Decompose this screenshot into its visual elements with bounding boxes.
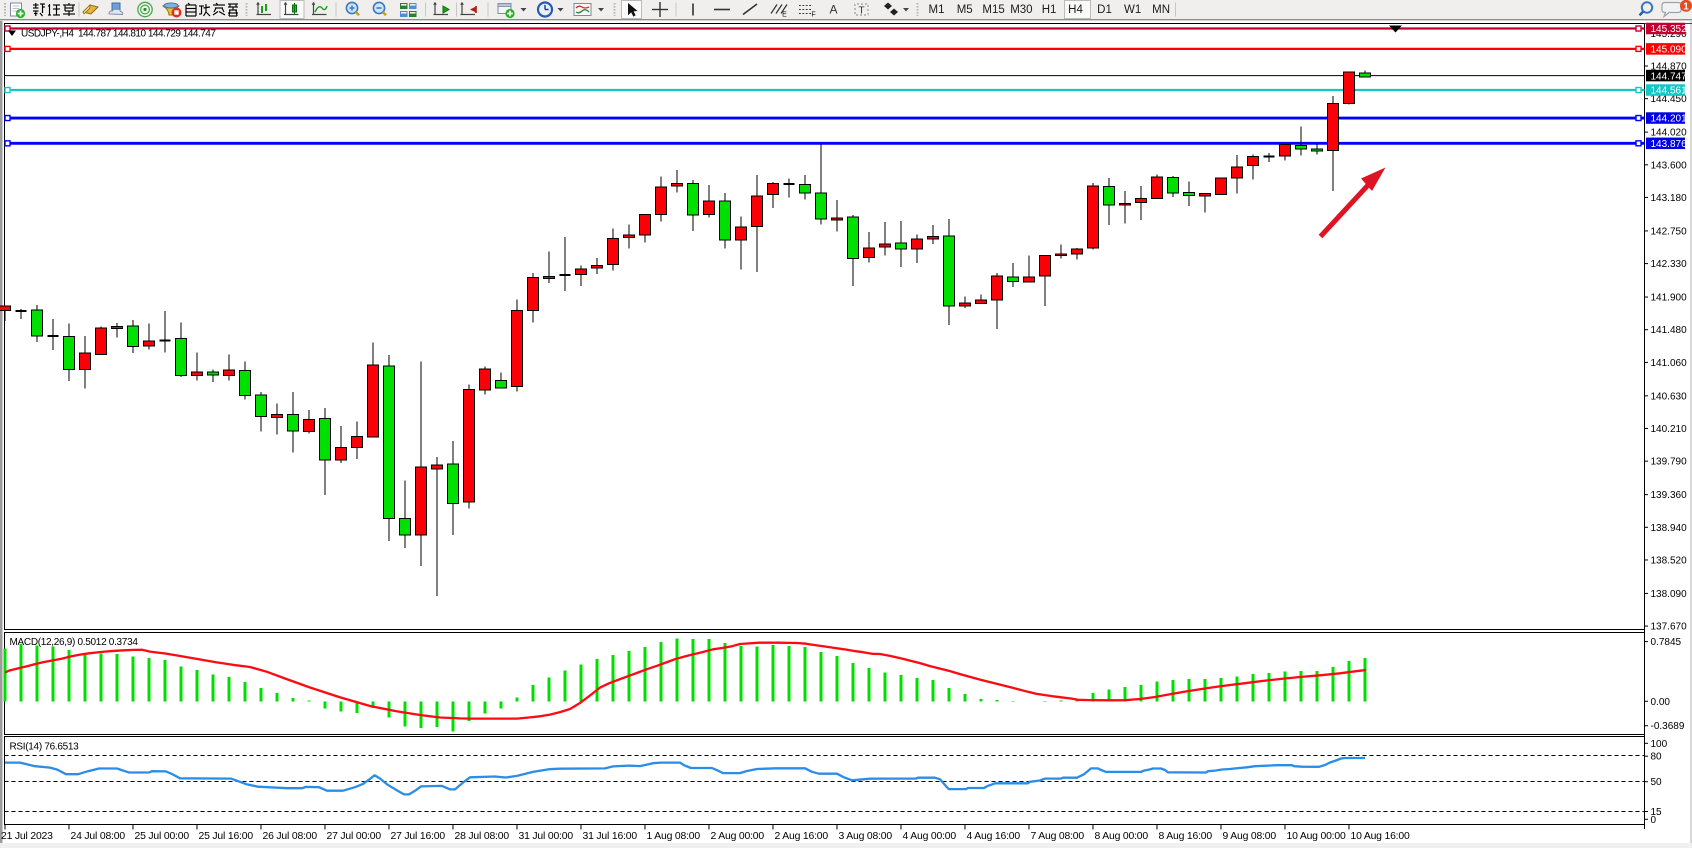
- svg-text:0: 0: [1651, 815, 1657, 826]
- svg-text:140.210: 140.210: [1651, 424, 1688, 435]
- svg-text:T: T: [858, 6, 864, 17]
- svg-text:143.600: 143.600: [1651, 160, 1688, 171]
- svg-text:141.900: 141.900: [1651, 293, 1688, 304]
- svg-text:145.352: 145.352: [1651, 24, 1688, 35]
- svg-text:M5: M5: [957, 4, 973, 16]
- svg-text:9 Aug 08:00: 9 Aug 08:00: [1223, 831, 1277, 842]
- svg-text:141.480: 141.480: [1651, 325, 1688, 336]
- svg-text:M15: M15: [982, 4, 1004, 16]
- svg-text:31 Jul 00:00: 31 Jul 00:00: [519, 831, 574, 842]
- svg-text:0.00: 0.00: [1651, 697, 1671, 708]
- svg-text:139.360: 139.360: [1651, 490, 1688, 501]
- svg-text:27 Jul 16:00: 27 Jul 16:00: [391, 831, 446, 842]
- svg-text:1: 1: [1683, 2, 1689, 13]
- svg-text:144.020: 144.020: [1651, 128, 1688, 139]
- svg-text:24 Jul 08:00: 24 Jul 08:00: [71, 831, 126, 842]
- svg-text:31 Jul 16:00: 31 Jul 16:00: [583, 831, 638, 842]
- svg-text:25 Jul 00:00: 25 Jul 00:00: [135, 831, 190, 842]
- svg-text:2 Aug 00:00: 2 Aug 00:00: [711, 831, 765, 842]
- svg-text:MN: MN: [1152, 4, 1170, 16]
- svg-text:0.7845: 0.7845: [1651, 637, 1682, 648]
- svg-text:140.630: 140.630: [1651, 391, 1688, 402]
- svg-text:100: 100: [1651, 739, 1668, 750]
- svg-text:A: A: [829, 3, 837, 17]
- svg-text:1 Aug 08:00: 1 Aug 08:00: [647, 831, 701, 842]
- svg-text:25 Jul 16:00: 25 Jul 16:00: [199, 831, 254, 842]
- svg-text:2 Aug 16:00: 2 Aug 16:00: [775, 831, 829, 842]
- svg-text:4 Aug 00:00: 4 Aug 00:00: [903, 831, 957, 842]
- svg-text:21 Jul 2023: 21 Jul 2023: [1, 831, 53, 842]
- svg-text:8 Aug 00:00: 8 Aug 00:00: [1095, 831, 1149, 842]
- svg-text:8 Aug 16:00: 8 Aug 16:00: [1159, 831, 1213, 842]
- svg-text:143.180: 143.180: [1651, 193, 1688, 204]
- svg-text:145.090: 145.090: [1651, 45, 1688, 56]
- svg-text:15: 15: [1651, 807, 1663, 818]
- svg-text:D1: D1: [1097, 4, 1112, 16]
- svg-text:3 Aug 08:00: 3 Aug 08:00: [839, 831, 893, 842]
- svg-text:143.876: 143.876: [1651, 139, 1688, 150]
- svg-text:10 Aug 16:00: 10 Aug 16:00: [1351, 831, 1410, 842]
- svg-text:F: F: [811, 12, 815, 19]
- svg-text:M1: M1: [929, 4, 945, 16]
- svg-text:H4: H4: [1068, 4, 1083, 16]
- svg-text:4 Aug 16:00: 4 Aug 16:00: [967, 831, 1021, 842]
- svg-text:RSI(14) 76.6513: RSI(14) 76.6513: [10, 741, 80, 752]
- svg-text:H1: H1: [1042, 4, 1057, 16]
- svg-text:144.870: 144.870: [1651, 62, 1688, 73]
- svg-text:144.201: 144.201: [1651, 114, 1688, 125]
- svg-text:-0.3689: -0.3689: [1651, 721, 1685, 732]
- svg-text:141.060: 141.060: [1651, 358, 1688, 369]
- svg-text:W1: W1: [1124, 4, 1141, 16]
- svg-text:137.670: 137.670: [1651, 622, 1688, 633]
- svg-text:27 Jul 00:00: 27 Jul 00:00: [327, 831, 382, 842]
- svg-text:138.940: 138.940: [1651, 523, 1688, 534]
- svg-text:28 Jul 08:00: 28 Jul 08:00: [455, 831, 510, 842]
- svg-text:144.450: 144.450: [1651, 94, 1688, 105]
- svg-text:138.090: 138.090: [1651, 589, 1688, 600]
- svg-text:138.520: 138.520: [1651, 555, 1688, 566]
- svg-text:142.750: 142.750: [1651, 226, 1688, 237]
- svg-text:E: E: [782, 12, 787, 19]
- svg-text:10 Aug 00:00: 10 Aug 00:00: [1287, 831, 1346, 842]
- svg-text:50: 50: [1651, 777, 1663, 788]
- svg-text:MACD(12,26,9) 0.5012 0.3734: MACD(12,26,9) 0.5012 0.3734: [10, 637, 139, 648]
- svg-text:145.290: 145.290: [1651, 29, 1688, 40]
- svg-text:USDJPY-,H4 144.787 144.810 14: USDJPY-,H4 144.787 144.810 144.729 144.7…: [21, 28, 216, 39]
- svg-text:7 Aug 08:00: 7 Aug 08:00: [1031, 831, 1085, 842]
- svg-text:M30: M30: [1010, 4, 1032, 16]
- svg-text:144.747: 144.747: [1651, 71, 1688, 82]
- svg-text:144.561: 144.561: [1651, 86, 1688, 97]
- svg-text:80: 80: [1651, 752, 1663, 763]
- svg-text:142.330: 142.330: [1651, 259, 1688, 270]
- svg-text:139.790: 139.790: [1651, 457, 1688, 468]
- svg-text:26 Jul 08:00: 26 Jul 08:00: [263, 831, 318, 842]
